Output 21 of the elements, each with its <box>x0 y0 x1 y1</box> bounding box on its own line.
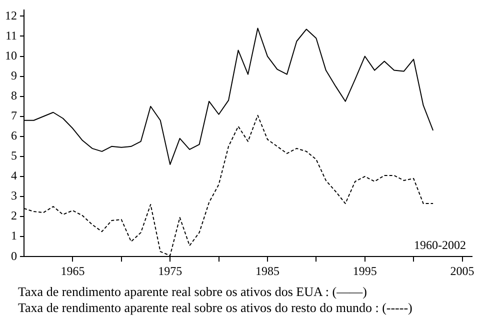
text: Taxa de rendimento aparente real sobre os ativos dos EUA : (——) <box>18 284 368 300</box>
x-tick-label: 1985 <box>255 264 280 278</box>
y-tick-label: 3 <box>11 188 17 203</box>
x-tick-label: 2005 <box>450 264 474 278</box>
x-tick-label: 1995 <box>352 264 377 278</box>
x-tick-label: 1975 <box>158 264 182 278</box>
annotation: 1960-2002 <box>414 238 466 252</box>
y-tick-label: 12 <box>5 8 17 22</box>
y-tick-label: 1 <box>11 228 17 243</box>
x-tick-label: 1965 <box>60 264 85 278</box>
y-tick-label: 10 <box>5 48 17 62</box>
y-tick-label: 5 <box>11 148 17 163</box>
y-tick-label: 4 <box>11 168 17 183</box>
y-tick-label: 11 <box>5 28 17 42</box>
y-tick-label: 2 <box>11 208 17 223</box>
y-tick-label: 9 <box>11 68 17 82</box>
y-tick-label: 0 <box>11 248 17 263</box>
text: Taxa de rendimento aparente real sobre os ativos do resto do mundo : (-----) <box>18 300 412 316</box>
y-tick-label: 7 <box>11 108 17 123</box>
y-tick-label: 6 <box>11 128 17 143</box>
y-tick-label: 8 <box>11 88 17 102</box>
